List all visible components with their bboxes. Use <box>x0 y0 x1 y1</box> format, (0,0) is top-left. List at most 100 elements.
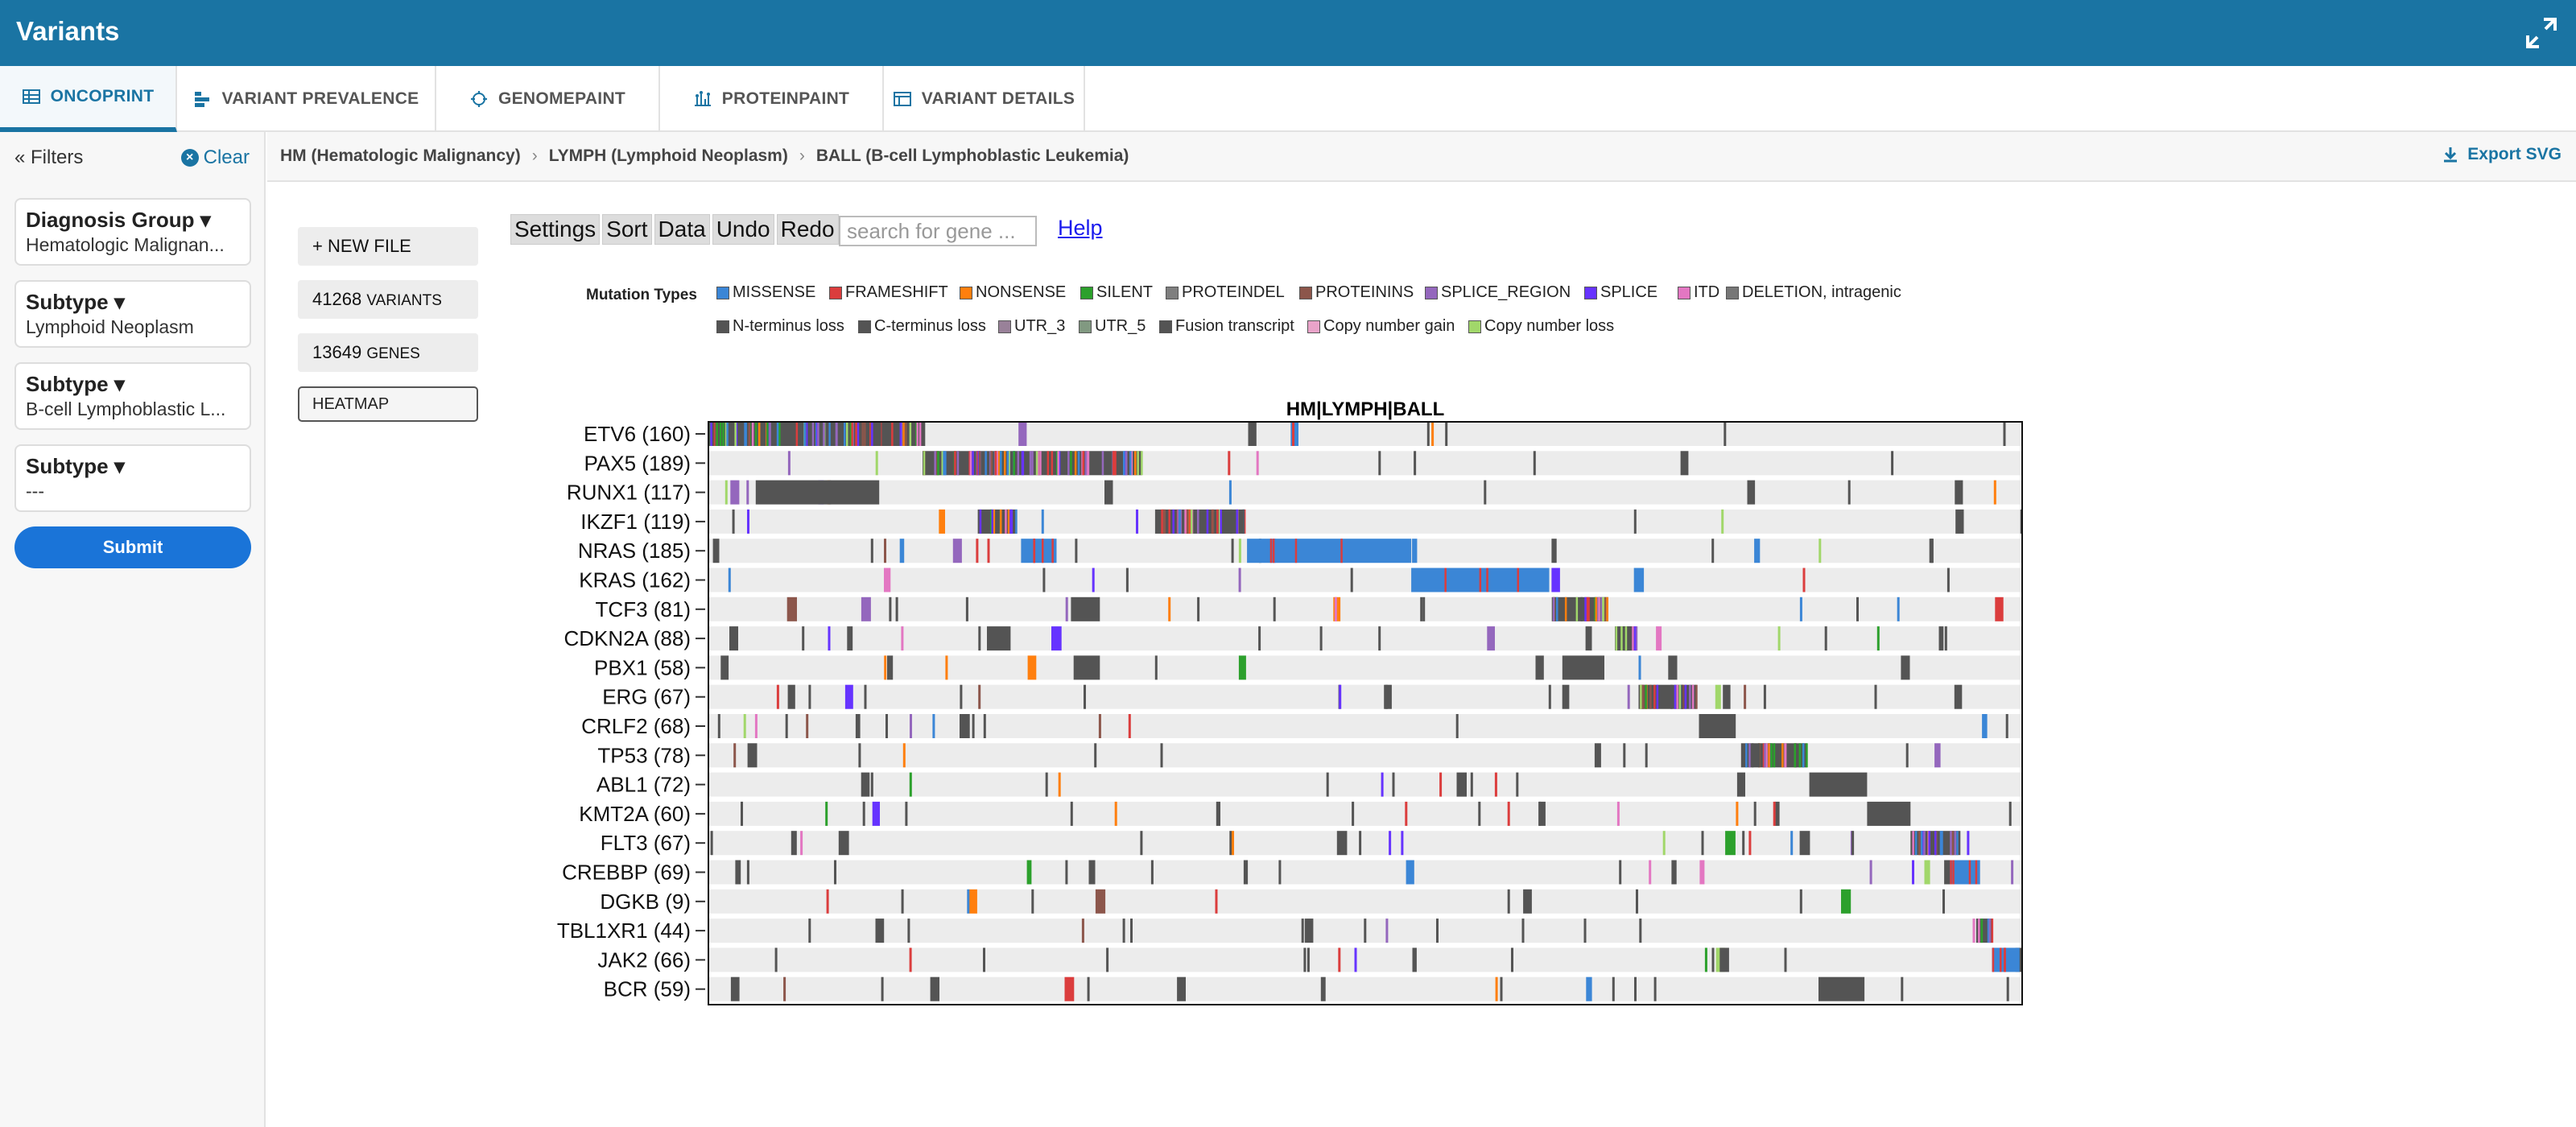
sample-mark[interactable] <box>1215 889 1218 914</box>
sample-mark[interactable] <box>1065 597 1068 621</box>
sample-mark[interactable] <box>836 422 838 446</box>
sample-mark[interactable] <box>1168 509 1170 534</box>
sample-mark[interactable] <box>1773 743 1776 768</box>
legend-item[interactable]: SILENT <box>1080 283 1153 302</box>
sample-mark[interactable] <box>1114 801 1117 826</box>
gene-label[interactable]: KRAS (162) <box>579 568 691 592</box>
sample-mark[interactable] <box>1748 831 1752 856</box>
settings-button[interactable]: Settings <box>510 214 601 245</box>
sample-mark[interactable] <box>1141 451 1143 476</box>
gene-label[interactable]: NRAS (185) <box>578 539 691 563</box>
sample-mark[interactable] <box>2004 947 2006 972</box>
sample-mark[interactable] <box>884 655 887 680</box>
sample-mark[interactable] <box>1216 509 1219 534</box>
sample-mark[interactable] <box>838 831 849 856</box>
sample-mark[interactable] <box>1901 976 1904 1001</box>
sample-mark[interactable] <box>1784 743 1787 768</box>
sample-mark[interactable] <box>894 422 897 446</box>
sample-mark[interactable] <box>991 509 994 534</box>
sample-mark[interactable] <box>1058 451 1061 476</box>
export-svg-button[interactable]: Export SVG <box>2442 145 2562 164</box>
collapse-filters-button[interactable]: « Filters <box>14 147 84 168</box>
sample-mark[interactable] <box>978 626 981 651</box>
sample-mark[interactable] <box>823 422 825 446</box>
sample-mark[interactable] <box>1389 831 1392 856</box>
sample-mark[interactable] <box>1615 626 1618 651</box>
sample-mark[interactable] <box>1070 451 1072 476</box>
sample-mark[interactable] <box>855 714 861 738</box>
sample-mark[interactable] <box>965 597 968 621</box>
sample-mark[interactable] <box>1642 684 1645 709</box>
sample-mark[interactable] <box>1535 655 1544 680</box>
sample-mark[interactable] <box>1381 772 1384 797</box>
sample-mark[interactable] <box>1231 539 1234 564</box>
sample-mark[interactable] <box>1172 509 1174 534</box>
sample-mark[interactable] <box>1602 597 1604 621</box>
sample-mark[interactable] <box>1869 860 1872 885</box>
sample-mark[interactable] <box>1924 860 1930 885</box>
sample-mark[interactable] <box>817 422 819 446</box>
tab-genomepaint[interactable]: GENOMEPAINT <box>436 66 660 132</box>
sample-mark[interactable] <box>754 714 758 738</box>
sample-mark[interactable] <box>1799 831 1810 856</box>
sample-mark[interactable] <box>1290 422 1298 446</box>
sample-mark[interactable] <box>1584 597 1587 621</box>
sample-mark[interactable] <box>1968 860 1971 885</box>
sample-mark[interactable] <box>1420 597 1423 621</box>
sample-mark[interactable] <box>1982 714 1988 738</box>
gene-label[interactable]: ERG (67) <box>602 685 691 709</box>
sample-mark[interactable] <box>1580 597 1583 621</box>
sample-mark[interactable] <box>1179 509 1181 534</box>
sample-mark[interactable] <box>1010 509 1013 534</box>
sample-mark[interactable] <box>1876 626 1880 651</box>
sample-mark[interactable] <box>1350 568 1353 592</box>
sample-mark[interactable] <box>1219 509 1221 534</box>
sample-mark[interactable] <box>1781 743 1784 768</box>
sample-mark[interactable] <box>724 422 728 446</box>
sample-mark[interactable] <box>1140 831 1143 856</box>
sample-mark[interactable] <box>808 919 811 943</box>
sample-mark[interactable] <box>1955 509 1964 534</box>
redo-button[interactable]: Redo <box>776 214 839 245</box>
legend-item[interactable]: SPLICE_REGION <box>1425 283 1571 302</box>
sample-mark[interactable] <box>716 422 719 446</box>
sample-mark[interactable] <box>1978 919 1980 943</box>
sample-mark[interactable] <box>1015 509 1018 534</box>
sample-mark[interactable] <box>741 801 743 826</box>
sample-mark[interactable] <box>1035 451 1038 476</box>
sample-mark[interactable] <box>730 480 740 505</box>
sample-mark[interactable] <box>881 976 884 1001</box>
sample-mark[interactable] <box>1184 509 1187 534</box>
sample-mark[interactable] <box>887 655 894 680</box>
sample-mark[interactable] <box>1074 451 1077 476</box>
sample-mark[interactable] <box>944 451 947 476</box>
sample-mark[interactable] <box>1564 597 1567 621</box>
sample-mark[interactable] <box>1177 976 1186 1001</box>
sample-mark[interactable] <box>1619 860 1622 885</box>
sample-mark[interactable] <box>1920 831 1923 856</box>
sample-mark[interactable] <box>1051 451 1054 476</box>
sample-mark[interactable] <box>1242 509 1245 534</box>
sample-mark[interactable] <box>825 422 828 446</box>
sample-mark[interactable] <box>2008 801 2012 826</box>
sample-mark[interactable] <box>776 422 779 446</box>
sample-mark[interactable] <box>1405 801 1408 826</box>
sample-mark[interactable] <box>1084 451 1088 476</box>
sample-mark[interactable] <box>1956 831 1959 856</box>
sample-mark[interactable] <box>976 539 979 564</box>
sample-mark[interactable] <box>1007 509 1010 534</box>
gene-label[interactable]: KMT2A (60) <box>579 802 691 826</box>
sample-mark[interactable] <box>1354 947 1357 972</box>
sample-mark[interactable] <box>994 451 997 476</box>
sample-mark[interactable] <box>1057 451 1059 476</box>
sample-mark[interactable] <box>952 539 962 564</box>
sample-mark[interactable] <box>2006 976 2009 1001</box>
sample-mark[interactable] <box>1753 801 1757 826</box>
sample-mark[interactable] <box>884 568 891 592</box>
sample-mark[interactable] <box>1190 509 1193 534</box>
sample-mark[interactable] <box>1106 947 1109 972</box>
sample-mark[interactable] <box>1206 509 1209 534</box>
sample-mark[interactable] <box>1046 451 1050 476</box>
sample-mark[interactable] <box>1799 597 1802 621</box>
sample-mark[interactable] <box>902 743 906 768</box>
